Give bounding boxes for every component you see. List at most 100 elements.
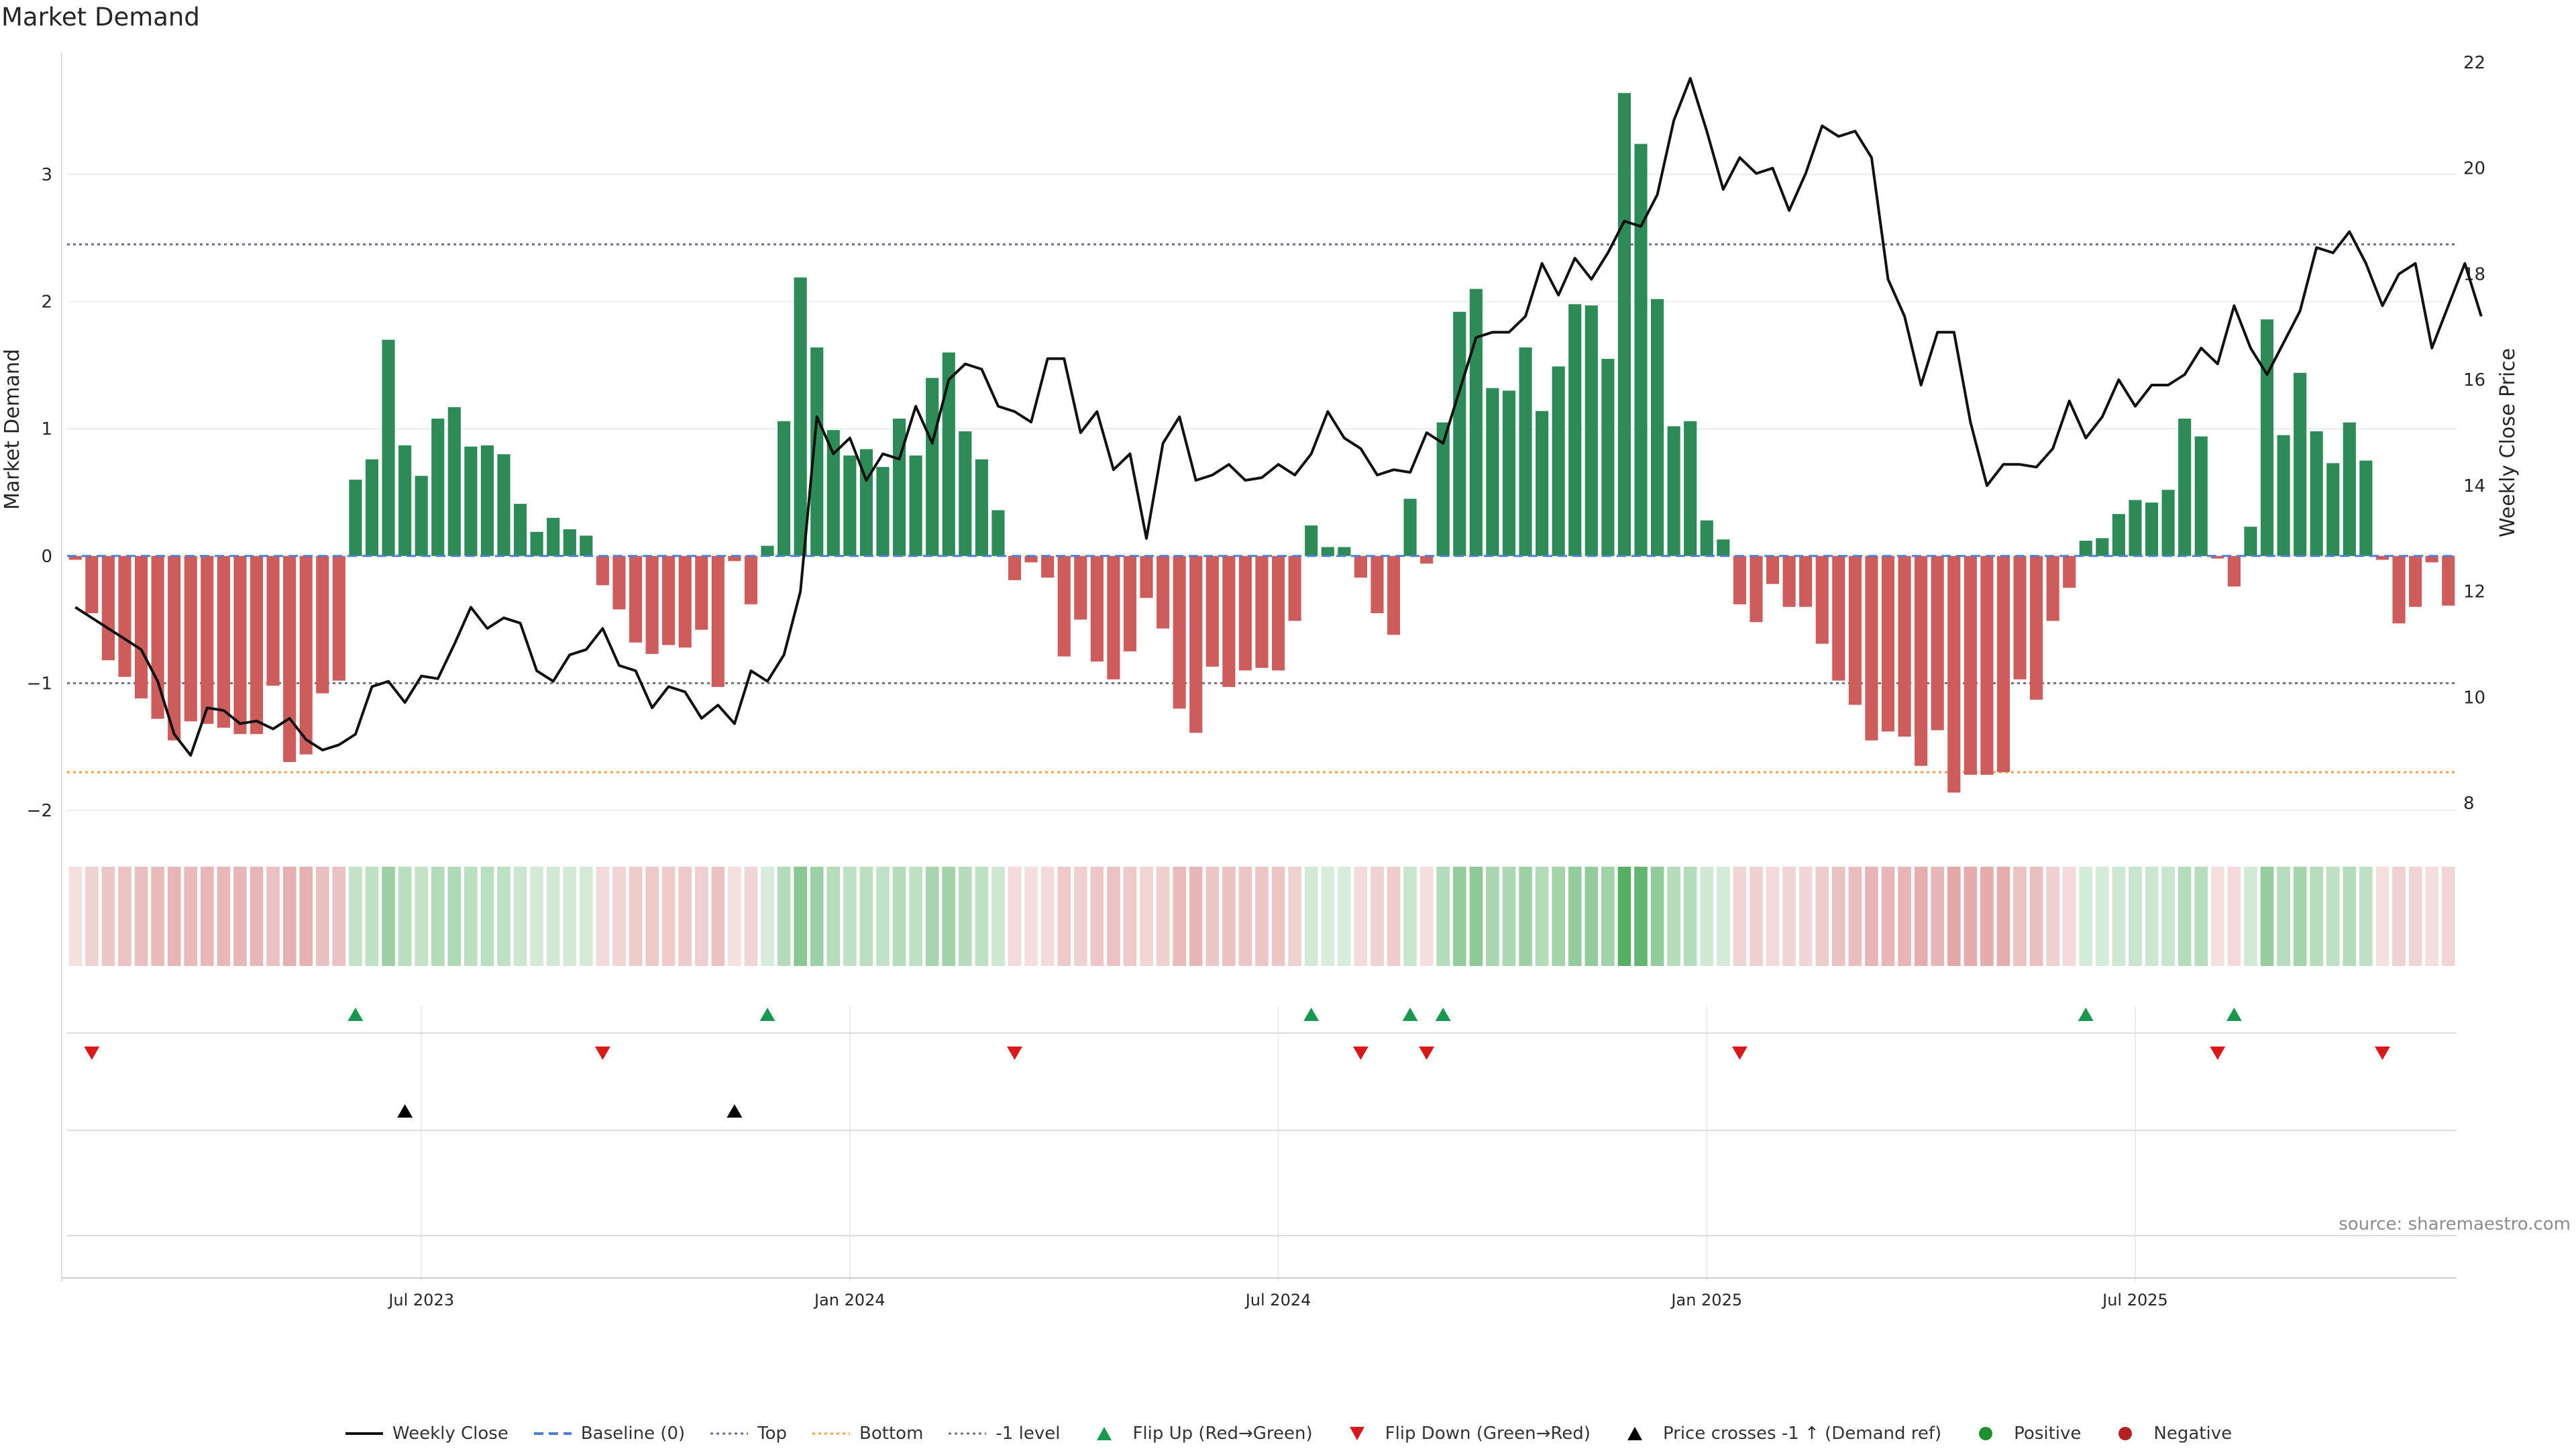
heat-strip-cell [1552, 867, 1566, 966]
dot_pos-legend-swatch [1979, 1427, 1993, 1440]
legend-label: Weekly Close [392, 1424, 508, 1444]
demand-bar [2375, 555, 2390, 560]
demand-bar [1898, 555, 1911, 737]
y-tick-label-left: 0 [41, 547, 52, 567]
flip-down-marker [1419, 1046, 1435, 1060]
demand-bar [1057, 555, 1071, 657]
demand-bar [876, 467, 890, 556]
legend-item: Baseline (0) [533, 1424, 685, 1444]
demand-bar [991, 510, 1005, 556]
x-tick-label: Jan 2025 [1670, 1291, 1742, 1309]
heat-strip-cell [2359, 867, 2373, 966]
flip-up-marker [2226, 1008, 2242, 1021]
heat-strip-cell [365, 867, 379, 966]
flip-up-marker [1402, 1008, 1418, 1021]
demand-bar [1502, 390, 1516, 556]
demand-bar [201, 555, 214, 724]
heat-strip-cell [2310, 867, 2324, 966]
demand-bar [2326, 463, 2340, 556]
demand-bar [2013, 555, 2027, 680]
flip-up-marker [1303, 1008, 1320, 1021]
heat-strip-cell [2178, 867, 2192, 966]
heat-strip-cell [299, 867, 313, 966]
legend-label: Negative [2153, 1424, 2233, 1444]
demand-bar [530, 531, 543, 556]
demand-bar [580, 535, 593, 556]
heat-strip-cell [1519, 867, 1532, 966]
demand-bar [1189, 555, 1203, 733]
heat-strip-cell [1996, 867, 2010, 966]
demand-bar [250, 555, 264, 735]
y-tick-label-left: 3 [41, 165, 52, 185]
demand-bar [217, 555, 230, 728]
heat-strip-cell [728, 867, 741, 966]
demand-bar [547, 517, 560, 556]
demand-bar [1173, 555, 1186, 709]
demand-bar [2244, 527, 2257, 556]
demand-bar [1536, 411, 1549, 556]
legend-item: Flip Down (Green→Red) [1337, 1424, 1591, 1444]
heat-strip-cell [431, 867, 445, 966]
demand-bar [2112, 514, 2125, 556]
weekly-close-line [74, 76, 2483, 757]
heat-strip-cell [1486, 867, 1499, 966]
heat-strip-cell [1717, 867, 1730, 966]
heat-strip-cell [1914, 867, 1928, 966]
legend-label: Flip Up (Red→Green) [1132, 1424, 1313, 1444]
heat-strip-cell [200, 867, 214, 966]
demand-bar [1271, 555, 1285, 671]
heat-strip-cell [217, 867, 231, 966]
demand-bar [1486, 388, 1499, 556]
heat-strip-cell [1535, 867, 1549, 966]
y-axis-label-right: Weekly Close Price [2496, 348, 2520, 537]
demand-bar [431, 419, 445, 556]
heat-strip-cell [1815, 867, 1829, 966]
heat-strip-cell [1831, 867, 1845, 966]
heat-strip-cell [1205, 867, 1220, 966]
heat-strip-cell [761, 867, 774, 966]
demand-bar [464, 446, 478, 556]
heat-strip-cell [859, 867, 873, 966]
heat-strip-cell [1617, 867, 1631, 966]
heat-strip-cell [1568, 867, 1582, 966]
demand-bar [101, 555, 115, 661]
demand-bar [1568, 304, 1582, 556]
heat-strip-cell [1469, 867, 1483, 966]
demand-bar [85, 555, 99, 614]
heat-strip-cell [612, 867, 626, 966]
y-tick-label-right: 10 [2463, 688, 2485, 708]
heat-strip-cell [2194, 867, 2208, 966]
heat-strip-cell [942, 867, 956, 966]
heat-strip-cell [925, 867, 939, 966]
demand-bar [2310, 431, 2323, 556]
heat-strip-cell [1288, 867, 1301, 966]
demand-bar [118, 555, 131, 677]
demand-bar [1733, 555, 1746, 604]
demand-bar [2161, 490, 2175, 556]
demand-bar [1601, 358, 1615, 556]
heat-strip-cell [1931, 867, 1945, 966]
legend-label: Bottom [859, 1424, 924, 1444]
heat-strip-cell [1354, 867, 1368, 966]
y-tick-label-left: −2 [27, 801, 52, 821]
demand-bar [1123, 555, 1137, 651]
legend-label: Price crosses -1 ↑ (Demand ref) [1662, 1424, 1942, 1444]
demand-bar [1980, 555, 1994, 775]
heat-strip-cell [2375, 867, 2390, 966]
heat-strip-cell [909, 867, 922, 966]
flip-up-marker [347, 1008, 364, 1021]
heat-strip-cell [1173, 867, 1186, 966]
heat-strip-cell [332, 867, 346, 966]
demand-bar [1519, 347, 1532, 556]
demand-bar [184, 555, 197, 722]
heat-strip-cell [958, 867, 972, 966]
heat-strip-cell [2244, 867, 2257, 966]
heat-strip-cell [1881, 867, 1895, 966]
demand-bar [728, 555, 741, 561]
heat-strip-cell [1140, 867, 1153, 966]
demand-bar [266, 555, 280, 686]
legend-item: Price crosses -1 ↑ (Demand ref) [1615, 1424, 1941, 1444]
heat-strip-cell [1585, 867, 1599, 966]
heat-strip-cell [1304, 867, 1318, 966]
